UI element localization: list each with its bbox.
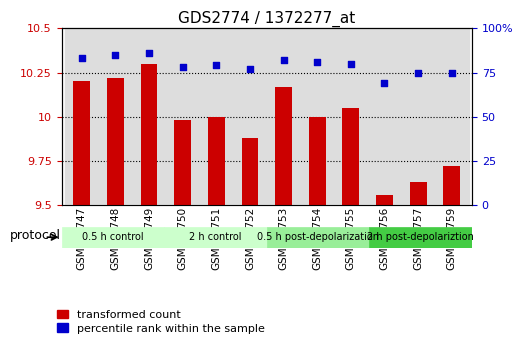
Point xyxy=(280,57,288,63)
Point xyxy=(246,66,254,72)
FancyBboxPatch shape xyxy=(132,29,166,205)
Text: 0.5 h post-depolarization: 0.5 h post-depolarization xyxy=(257,232,379,242)
Bar xyxy=(141,64,157,205)
Text: protocol: protocol xyxy=(10,229,61,242)
Bar xyxy=(443,166,460,205)
Bar xyxy=(309,117,326,205)
FancyBboxPatch shape xyxy=(301,29,334,205)
Bar xyxy=(242,138,259,205)
Bar xyxy=(107,78,124,205)
Bar xyxy=(164,227,267,248)
Bar xyxy=(376,195,393,205)
FancyBboxPatch shape xyxy=(435,29,468,205)
Bar xyxy=(208,117,225,205)
Bar xyxy=(267,227,369,248)
Point xyxy=(448,70,456,75)
Point xyxy=(347,61,355,67)
Bar xyxy=(343,108,359,205)
Point xyxy=(212,63,221,68)
Point xyxy=(381,80,389,86)
Text: 0.5 h control: 0.5 h control xyxy=(82,232,144,242)
Point xyxy=(179,64,187,70)
FancyBboxPatch shape xyxy=(267,29,301,205)
Text: 2 h control: 2 h control xyxy=(189,232,242,242)
FancyBboxPatch shape xyxy=(334,29,368,205)
Bar xyxy=(369,227,472,248)
FancyBboxPatch shape xyxy=(233,29,267,205)
Bar xyxy=(275,87,292,205)
FancyBboxPatch shape xyxy=(65,29,98,205)
Bar xyxy=(73,81,90,205)
Point xyxy=(414,70,422,75)
FancyBboxPatch shape xyxy=(200,29,233,205)
Point xyxy=(77,56,86,61)
Bar xyxy=(174,120,191,205)
FancyBboxPatch shape xyxy=(401,29,435,205)
Text: 2 h post-depolariztion: 2 h post-depolariztion xyxy=(367,232,474,242)
Bar xyxy=(62,227,164,248)
Point xyxy=(313,59,321,65)
FancyBboxPatch shape xyxy=(368,29,401,205)
Bar xyxy=(410,182,426,205)
Title: GDS2774 / 1372277_at: GDS2774 / 1372277_at xyxy=(178,11,356,27)
Point xyxy=(111,52,120,58)
Legend: transformed count, percentile rank within the sample: transformed count, percentile rank withi… xyxy=(57,310,265,333)
FancyBboxPatch shape xyxy=(166,29,200,205)
Point xyxy=(145,50,153,56)
FancyBboxPatch shape xyxy=(98,29,132,205)
